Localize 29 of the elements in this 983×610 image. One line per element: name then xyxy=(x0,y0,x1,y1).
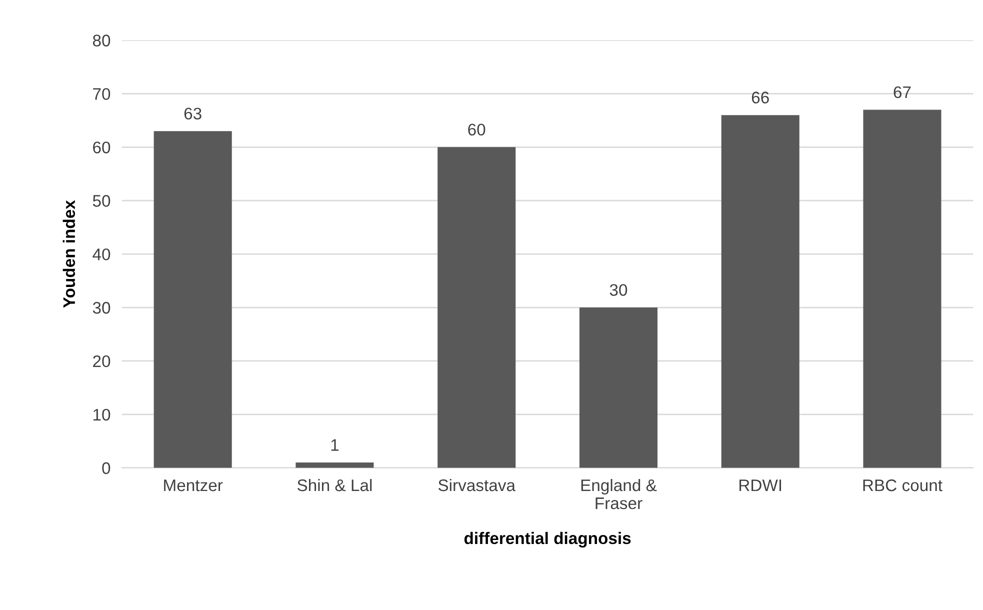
bar xyxy=(579,308,658,468)
y-axis-title: Youden index xyxy=(62,200,76,308)
data-label: 30 xyxy=(610,284,628,296)
data-label: 60 xyxy=(468,124,486,136)
data-label: 66 xyxy=(752,92,769,104)
bar xyxy=(863,110,942,468)
bar xyxy=(721,115,800,468)
y-tick-label: 0 xyxy=(102,462,110,474)
data-label: 67 xyxy=(894,86,911,98)
x-tick-label: RBC count xyxy=(863,479,942,492)
y-tick-label: 80 xyxy=(92,34,110,46)
x-tick-label: RDWI xyxy=(740,480,782,492)
bar xyxy=(154,131,232,468)
y-tick-label: 20 xyxy=(93,355,110,368)
bar xyxy=(438,147,516,468)
y-tick-label: 30 xyxy=(92,302,110,314)
x-axis-title: differential diagnosis xyxy=(464,532,631,548)
data-label: 1 xyxy=(331,439,339,451)
y-tick-label: 70 xyxy=(93,88,110,100)
bar xyxy=(296,462,374,468)
x-tick-label: England & Fraser xyxy=(581,478,657,510)
y-tick-label: 60 xyxy=(93,142,110,154)
y-tick-label: 10 xyxy=(94,408,110,421)
x-tick-label: Mentzer xyxy=(164,480,223,492)
y-tick-label: 40 xyxy=(92,248,110,260)
data-label: 63 xyxy=(184,108,202,120)
x-tick-label: Shin & Lal xyxy=(297,478,372,492)
x-tick-label: Sirvastava xyxy=(438,478,516,492)
y-tick-label: 50 xyxy=(92,195,110,207)
